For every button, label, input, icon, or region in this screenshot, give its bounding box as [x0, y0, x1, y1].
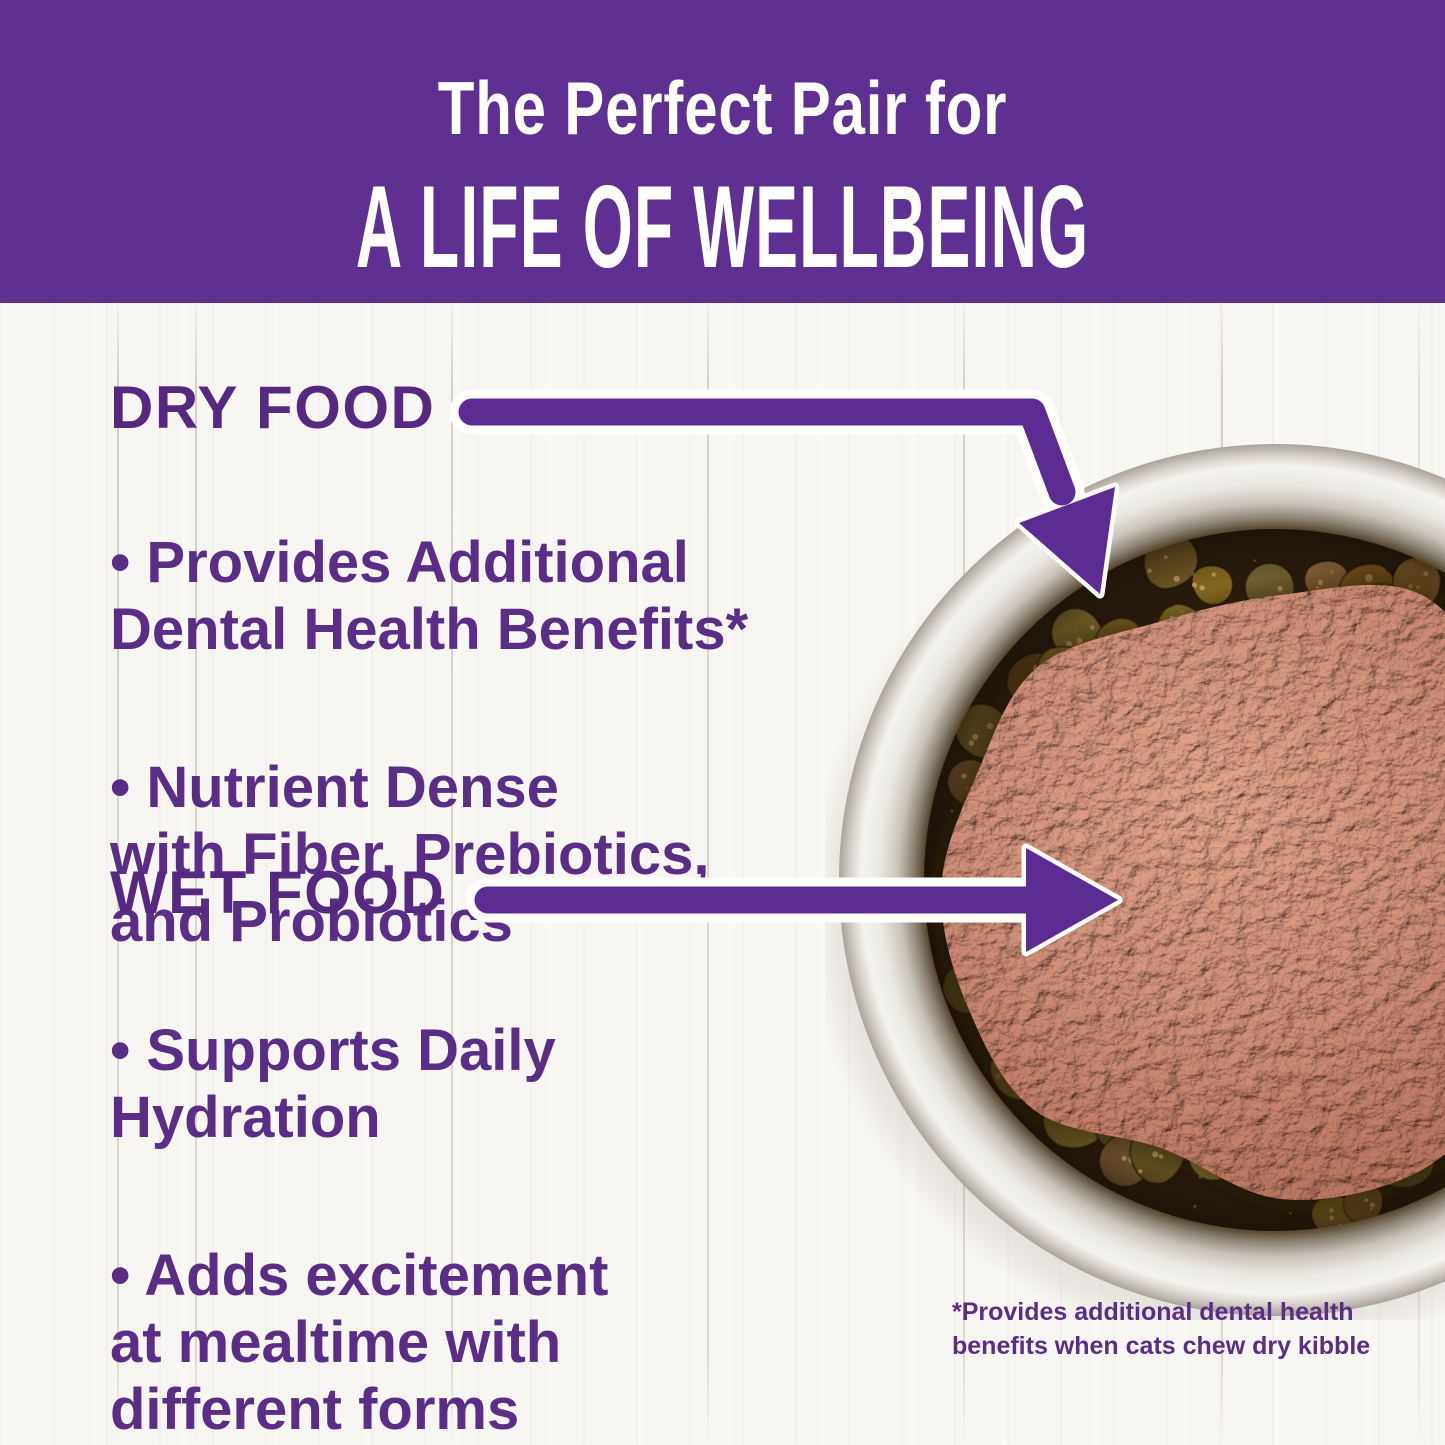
bowl-contents — [924, 529, 1445, 1231]
wood-plank-line — [451, 290, 453, 1445]
bullet-item: • Adds excitement at mealtime with diffe… — [110, 1243, 609, 1445]
wood-plank-line — [195, 290, 197, 1445]
header-title: A LIFE OF WELLBEING — [355, 161, 1090, 292]
wood-plank-line — [707, 290, 709, 1445]
bullet-item: • Supports Daily Hydration — [110, 1018, 556, 1150]
dry-food-bullets: • Provides Additional Dental Health Bene… — [110, 462, 748, 1022]
footnote: *Provides additional dental health benef… — [952, 1298, 1371, 1360]
dry-food-heading: DRY FOOD — [110, 374, 436, 441]
wet-food-bullets: • Supports Daily Hydration • Adds excite… — [110, 950, 608, 1445]
wet-food-heading: WET FOOD — [110, 859, 446, 926]
header-band: The Perfect Pair for A LIFE OF WELLBEING — [0, 0, 1445, 303]
bowl-photo — [825, 444, 1445, 1320]
bullet-item: • Provides Additional Dental Health Bene… — [110, 530, 749, 662]
header-subtitle: The Perfect Pair for — [437, 66, 1008, 150]
wood-plank-line — [117, 290, 119, 1445]
pate-layer — [941, 584, 1445, 1201]
